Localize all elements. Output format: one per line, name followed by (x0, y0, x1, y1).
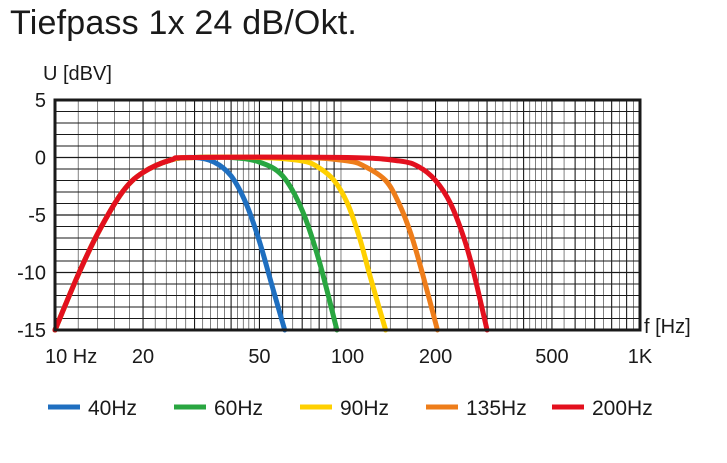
legend-label-60hz: 60Hz (214, 397, 263, 420)
x-tick-label: 200 (419, 346, 452, 368)
series-line-40hz (52, 154, 288, 333)
x-tick-label: 1K (628, 346, 653, 368)
legend-label-40hz: 40Hz (88, 397, 137, 420)
y-axis-label: U [dBV] (43, 63, 112, 85)
x-tick-label: 100 (331, 346, 364, 368)
x-tick-label: 10 Hz (45, 346, 97, 368)
series-line-200hz (52, 154, 490, 333)
plot-series (52, 154, 490, 333)
grid (55, 100, 640, 330)
x-axis-label: f [Hz] (644, 316, 691, 338)
legend-label-135hz: 135Hz (466, 397, 527, 420)
legend-label-90hz: 90Hz (340, 397, 389, 420)
y-tick-label: -10 (17, 263, 46, 285)
x-tick-label: 20 (132, 346, 154, 368)
x-tick-labels: 10 Hz 20 50 100 200 500 1K (45, 346, 653, 368)
legend: 40Hz 60Hz 90Hz 135Hz 200Hz (48, 397, 653, 420)
x-tick-label: 500 (535, 346, 568, 368)
series-line-90hz (52, 154, 389, 333)
y-tick-label: 0 (35, 148, 46, 170)
y-tick-labels: 5 0 -5 -10 -15 (17, 90, 46, 342)
y-tick-label: -5 (28, 205, 46, 227)
x-tick-label: 50 (248, 346, 270, 368)
chart-title: Tiefpass 1x 24 dB/Okt. (10, 4, 358, 42)
series-line-60hz (52, 154, 340, 333)
y-tick-label: -15 (17, 320, 46, 342)
y-tick-label: 5 (35, 90, 46, 112)
legend-label-200hz: 200Hz (592, 397, 653, 420)
plot-frame (53, 98, 642, 332)
